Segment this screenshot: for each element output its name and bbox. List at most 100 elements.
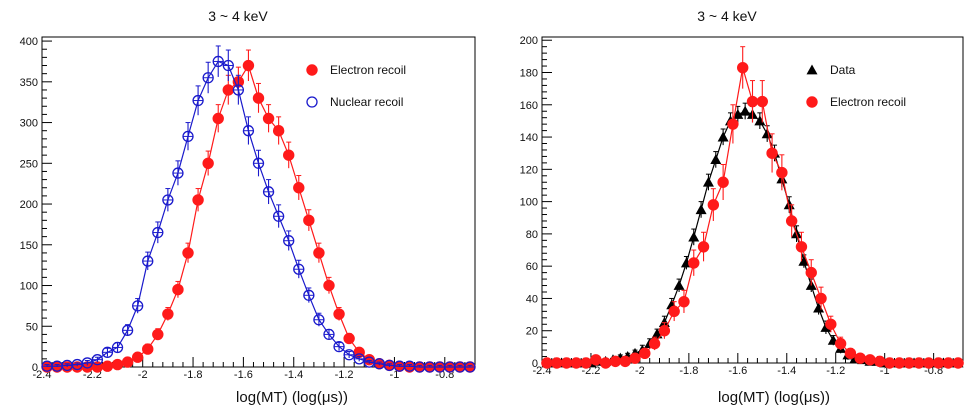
data-point (883, 357, 896, 369)
data-point (717, 128, 729, 146)
data-point (668, 301, 680, 322)
chart-right: 3 ~ 4 keV -2.4 -2.2 -2 -1.8 -1.6 -1.4 -1.2 -1 -0… (520, 8, 964, 406)
axes: -2.4 -2.2 -2 -1.8 -1.6 -1.4 -1.2 -1 -0.805010015… (20, 36, 476, 381)
marker (142, 343, 154, 355)
data-point (541, 357, 553, 369)
data-point (111, 358, 124, 371)
data-point (795, 231, 808, 262)
x-tick-label: -2 (635, 365, 645, 377)
marker (825, 318, 837, 330)
marker (303, 289, 315, 301)
data-point (737, 46, 749, 89)
data-point (162, 307, 174, 321)
marker (903, 357, 915, 369)
marker (323, 328, 335, 341)
data-point (893, 357, 906, 369)
data-point (283, 230, 295, 251)
data-point (903, 357, 915, 369)
data-point (678, 289, 690, 313)
y-tick-label: 20 (526, 326, 538, 338)
data-point (550, 357, 563, 369)
data-point (182, 242, 194, 263)
data-point (932, 357, 945, 369)
marker (202, 72, 214, 84)
marker-ring (81, 357, 93, 369)
legend-entry: Data (806, 63, 856, 77)
marker-ring (283, 235, 295, 247)
data-point (182, 122, 194, 151)
y-tick-label: 50 (26, 321, 38, 333)
marker-ring (323, 328, 335, 341)
marker (732, 108, 744, 119)
data-point (766, 133, 778, 173)
marker (91, 354, 104, 366)
marker (874, 355, 886, 368)
data-point (121, 324, 134, 337)
marker (795, 241, 808, 253)
marker (580, 357, 592, 369)
x-tick-label: -1.8 (679, 365, 698, 377)
marker (923, 357, 935, 369)
data-point (673, 278, 685, 292)
marker (717, 176, 729, 188)
data-point (658, 322, 671, 339)
marker (333, 340, 345, 353)
marker-ring (212, 55, 224, 68)
marker-ring (303, 289, 315, 301)
data-point (619, 355, 631, 368)
y-tick-label: 120 (520, 164, 538, 176)
marker (942, 357, 955, 369)
series-electron-recoil (41, 49, 476, 373)
data-point (162, 188, 174, 212)
chart-left: 3 ~ 4 keV -2.4 -2.2 -2 -1.8 -1.6 -1.4 -1.2 -1 -0… (20, 8, 476, 406)
data-point (111, 341, 124, 354)
marker (303, 214, 315, 227)
data-point (710, 151, 722, 168)
x-tick-label: -1 (390, 369, 400, 381)
marker (883, 357, 896, 369)
series-electron-recoil (541, 46, 964, 369)
marker (172, 283, 184, 296)
data-point (202, 61, 214, 94)
marker (182, 130, 194, 143)
data-point (639, 347, 651, 360)
marker-ring (232, 84, 245, 96)
data-point (798, 254, 810, 268)
data-point (844, 347, 857, 360)
marker (560, 357, 573, 369)
data-point (313, 242, 325, 263)
data-point (91, 354, 104, 366)
marker (212, 112, 224, 125)
marker (182, 247, 194, 259)
marker (343, 349, 355, 361)
data-point (333, 340, 345, 353)
marker-ring (91, 354, 104, 366)
legend-marker (806, 64, 818, 75)
x-tick-label: -1.6 (728, 365, 747, 377)
data-point (739, 102, 751, 120)
data-point (629, 352, 641, 364)
marker (854, 352, 866, 364)
y-tick-label: 100 (520, 197, 538, 209)
data-point (952, 357, 964, 369)
marker (121, 356, 134, 368)
marker-ring (353, 353, 365, 365)
marker-ring (121, 324, 134, 336)
data-point (232, 74, 245, 105)
marker (695, 204, 707, 215)
data-point (172, 160, 184, 186)
data-point (242, 49, 255, 81)
marker (658, 325, 671, 337)
marker-ring (152, 226, 164, 239)
data-point (825, 315, 837, 333)
marker (813, 302, 825, 313)
marker (648, 337, 661, 350)
marker-ring (132, 300, 144, 312)
data-point (132, 298, 144, 314)
marker (252, 157, 265, 169)
marker (323, 279, 335, 292)
y-tick-label: 140 (520, 132, 538, 144)
data-point (192, 188, 204, 212)
marker (132, 300, 144, 312)
marker (688, 231, 700, 242)
